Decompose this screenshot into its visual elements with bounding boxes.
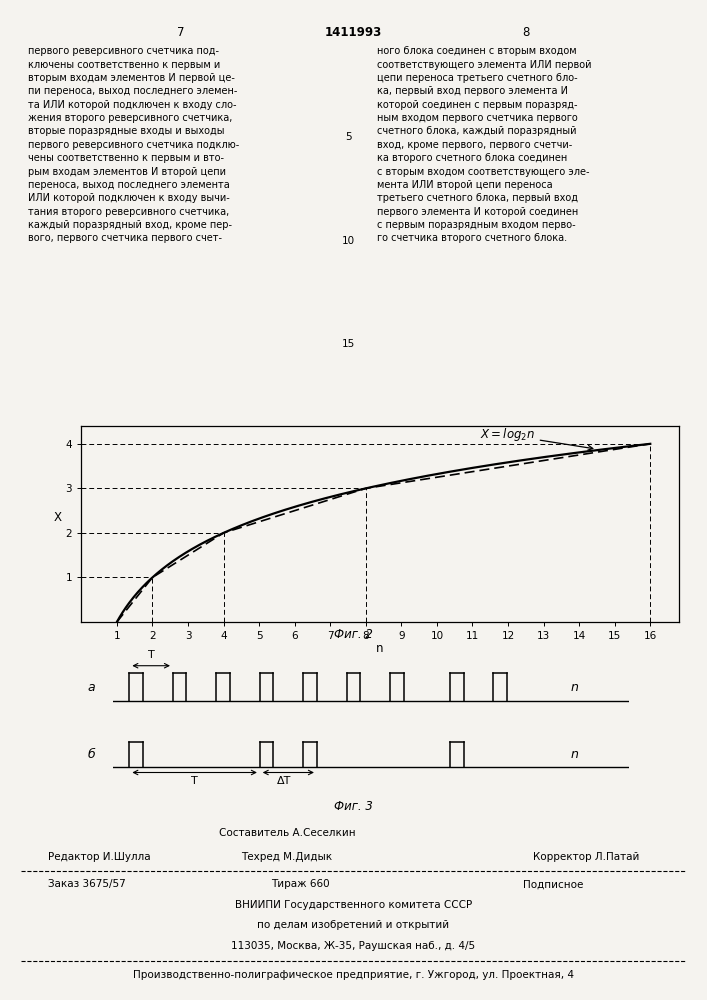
Text: Производственно-полиграфическое предприятие, г. Ужгород, ул. Проектная, 4: Производственно-полиграфическое предприя… xyxy=(133,970,574,980)
Text: 1411993: 1411993 xyxy=(325,26,382,39)
Text: ного блока соединен с вторым входом
соответствующего элемента ИЛИ первой
цепи пе: ного блока соединен с вторым входом соот… xyxy=(377,46,591,243)
Text: $X = log_2 n$: $X = log_2 n$ xyxy=(479,426,592,450)
Text: а: а xyxy=(88,681,95,694)
Text: б: б xyxy=(88,748,95,761)
Text: T: T xyxy=(191,776,198,786)
Text: по делам изобретений и открытий: по делам изобретений и открытий xyxy=(257,920,450,930)
Text: 113035, Москва, Ж-35, Раушская наб., д. 4/5: 113035, Москва, Ж-35, Раушская наб., д. … xyxy=(231,941,476,951)
Text: 8: 8 xyxy=(522,26,530,39)
Text: Подписное: Подписное xyxy=(522,879,583,889)
Text: Редактор И.Шулла: Редактор И.Шулла xyxy=(48,852,151,862)
Text: 15: 15 xyxy=(342,339,356,349)
Text: Фиг. 3: Фиг. 3 xyxy=(334,800,373,813)
X-axis label: n: n xyxy=(376,642,384,655)
Y-axis label: X: X xyxy=(53,511,62,524)
Text: 10: 10 xyxy=(342,236,356,246)
Text: ВНИИПИ Государственного комитета СССР: ВНИИПИ Государственного комитета СССР xyxy=(235,900,472,910)
Text: Заказ 3675/57: Заказ 3675/57 xyxy=(48,879,126,889)
Text: Тираж 660: Тираж 660 xyxy=(271,879,329,889)
Text: Фиг. 2: Фиг. 2 xyxy=(334,628,373,641)
Text: ΔT: ΔT xyxy=(277,776,291,786)
Text: n: n xyxy=(571,681,579,694)
Text: Корректор Л.Патай: Корректор Л.Патай xyxy=(533,852,639,862)
Text: 7: 7 xyxy=(177,26,185,39)
Text: Составитель А.Сеселкин: Составитель А.Сеселкин xyxy=(218,828,356,838)
Text: n: n xyxy=(571,748,579,761)
Text: T: T xyxy=(148,650,155,660)
Text: 5: 5 xyxy=(346,132,352,142)
Text: Техред М.Дидык: Техред М.Дидык xyxy=(242,852,332,862)
Text: первого реверсивного счетчика под-
ключены соответственно к первым и
вторым вход: первого реверсивного счетчика под- ключе… xyxy=(28,46,239,243)
